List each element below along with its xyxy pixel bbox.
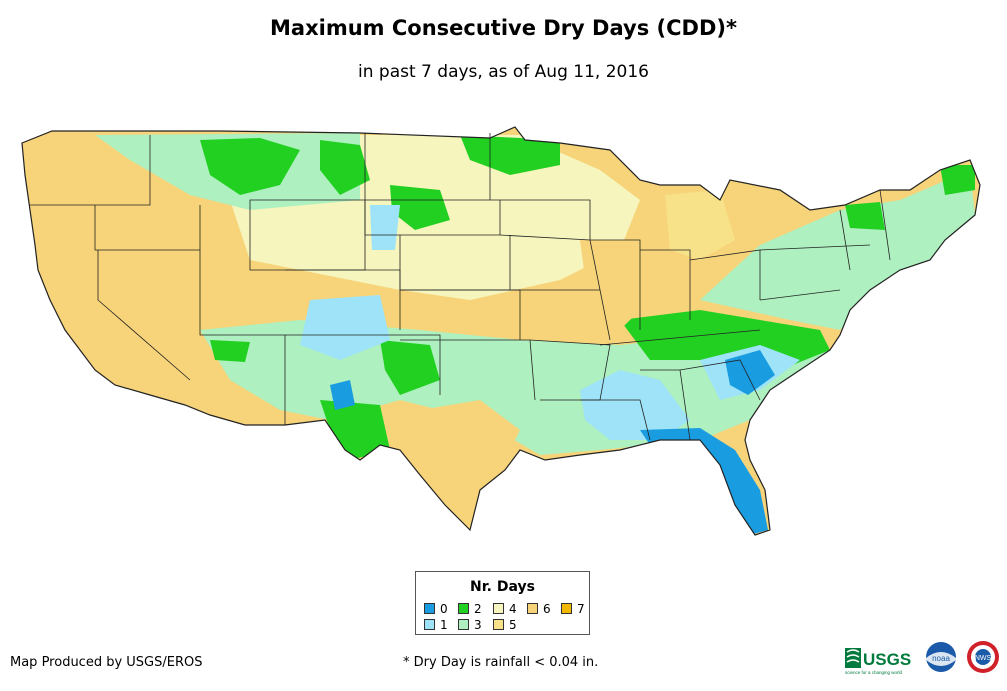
legend-item: 5: [493, 619, 517, 631]
legend-swatch: [561, 603, 572, 614]
cdd-class-3-area: [700, 170, 975, 330]
svg-text:NWS: NWS: [975, 655, 992, 662]
cdd-class-2-area: [390, 185, 450, 230]
conus-outline: [21, 126, 981, 536]
legend-item: 2: [458, 603, 482, 615]
legend-title: Nr. Days: [470, 579, 535, 595]
cdd-class-2-area: [845, 202, 885, 230]
legend-swatch: [458, 619, 469, 630]
legend-swatch: [458, 603, 469, 614]
cdd-class-6-area: [580, 240, 650, 330]
cdd-raster: [22, 127, 980, 535]
legend-label: 3: [474, 618, 482, 632]
legend-label: 5: [509, 618, 517, 632]
legend-label: 1: [440, 618, 448, 632]
legend-label: 7: [577, 602, 585, 616]
agency-logos: USGS science for a changing world noaa N…: [845, 641, 999, 675]
usgs-logo: USGS science for a changing world: [845, 648, 911, 675]
cdd-class-0-area: [330, 380, 355, 410]
legend-swatch: [424, 619, 435, 630]
cdd-class-2-area: [940, 165, 975, 195]
cdd-class-2-area: [210, 340, 250, 362]
legend-swatch: [424, 603, 435, 614]
cdd-class-0-area: [725, 350, 775, 395]
cdd-class-2-area: [200, 138, 300, 195]
legend-item: 3: [458, 619, 482, 631]
map-credit: Map Produced by USGS/EROS: [10, 655, 203, 670]
cdd-class-6-area: [415, 400, 520, 510]
cdd-class-1-area: [300, 295, 390, 360]
legend-item: 1: [424, 619, 448, 631]
cdd-class-5-area: [665, 190, 735, 260]
cdd-class-2-area: [320, 140, 370, 195]
legend-item: 7: [561, 603, 585, 615]
footnote: * Dry Day is rainfall < 0.04 in.: [403, 655, 599, 670]
legend-item: 6: [527, 603, 551, 615]
map-subtitle: in past 7 days, as of Aug 11, 2016: [358, 62, 649, 82]
state-boundaries: [30, 133, 891, 441]
legend-label: 2: [474, 602, 482, 616]
legend: Nr. Days 0 1 2 3 4 5 6 7: [415, 571, 590, 635]
legend-item: 0: [424, 603, 448, 615]
svg-text:USGS: USGS: [863, 650, 911, 669]
legend-swatch: [527, 603, 538, 614]
map-title: Maximum Consecutive Dry Days (CDD)*: [270, 16, 737, 40]
legend-label: 4: [509, 602, 517, 616]
legend-label: 6: [543, 602, 551, 616]
legend-item: 4: [493, 603, 517, 615]
cdd-class-2-area: [460, 135, 560, 175]
legend-label: 0: [440, 602, 448, 616]
cdd-class-2-area: [380, 340, 440, 395]
legend-swatch: [493, 619, 504, 630]
nws-logo: NWS: [967, 641, 999, 673]
cdd-class-2-area: [320, 400, 390, 460]
cdd-class-1-area: [580, 370, 690, 440]
cdd-class-1-area: [370, 205, 400, 250]
svg-text:noaa: noaa: [932, 654, 950, 663]
noaa-logo: noaa: [926, 642, 956, 672]
svg-text:science for a changing world: science for a changing world: [845, 670, 903, 675]
legend-swatch: [493, 603, 504, 614]
